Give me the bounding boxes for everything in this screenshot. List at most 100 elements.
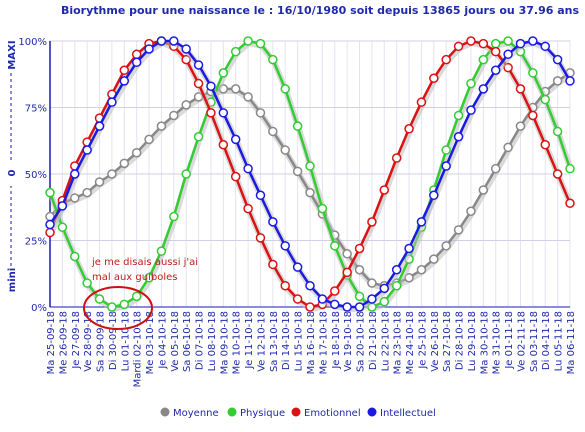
data-point: [342, 249, 352, 259]
data-point: [466, 206, 476, 216]
legend-label: Physique: [240, 408, 285, 419]
x-tick-label: Di 28-10-18: [455, 311, 466, 370]
data-point: [255, 38, 266, 49]
data-point: [131, 49, 142, 60]
data-point: [255, 233, 266, 243]
data-point: [515, 84, 526, 94]
data-point: [391, 265, 402, 275]
data-point: [131, 291, 142, 302]
side-axis-labels: mini 0 MAXI: [7, 40, 18, 292]
data-point: [441, 241, 451, 251]
data-point: [466, 105, 476, 115]
data-point: [453, 225, 464, 235]
data-point: [354, 302, 365, 312]
data-point: [342, 302, 352, 312]
data-point: [70, 251, 80, 262]
data-point: [292, 262, 303, 272]
x-tick-label: Sa 20-10-18: [356, 311, 367, 372]
data-point: [429, 73, 439, 83]
data-point: [280, 280, 290, 291]
data-point: [478, 54, 489, 65]
data-point: [540, 41, 550, 52]
data-point: [515, 121, 526, 131]
data-point: [70, 193, 80, 203]
legend-label: Intellectuel: [380, 408, 436, 419]
data-point: [404, 124, 414, 134]
x-tick-label: Me 17-10-18: [318, 311, 329, 374]
data-point: [218, 68, 229, 78]
data-point: [280, 145, 290, 155]
x-tick-label: Lu 01-10-18: [120, 311, 131, 371]
data-point: [330, 241, 340, 251]
legend-item-physique: Physique: [227, 407, 285, 419]
data-point: [119, 158, 130, 169]
data-point: [354, 265, 365, 275]
legend-swatch: [227, 407, 237, 417]
series-intellectuel: [45, 36, 575, 312]
data-point: [131, 57, 142, 68]
legend-label: Emotionnel: [304, 408, 361, 419]
data-point: [193, 60, 204, 70]
data-point: [107, 302, 117, 312]
y-tick-label: 25%: [25, 237, 47, 248]
data-point: [70, 169, 80, 179]
data-point: [441, 54, 451, 65]
x-tick-label: Ve 12-10-18: [256, 311, 267, 372]
data-point: [255, 108, 266, 118]
series-physique: [45, 36, 575, 312]
data-point: [230, 134, 241, 145]
annotation-line-1: je me disais aussi j'ai: [91, 257, 198, 268]
data-point: [156, 36, 167, 46]
data-point: [119, 299, 130, 310]
x-tick-label: Ma 09-10-18: [219, 311, 230, 374]
x-tick-label: Me 26-09-18: [58, 311, 69, 374]
data-point: [45, 227, 55, 238]
data-point: [57, 201, 68, 211]
data-point: [330, 299, 340, 310]
data-point: [552, 126, 563, 137]
x-tick-label: Lu 29-10-18: [467, 311, 478, 371]
x-tick-label: Di 30-09-18: [108, 311, 119, 370]
x-tick-label: Di 14-10-18: [281, 311, 292, 370]
x-tick-label: Lu 15-10-18: [294, 311, 305, 371]
x-tick-label: Ma 25-09-18: [46, 311, 57, 374]
x-tick-label: Lu 22-10-18: [380, 311, 391, 371]
data-point: [330, 286, 340, 296]
annotation-line-2: mal aux guiboles: [92, 272, 177, 283]
data-point: [82, 278, 92, 288]
x-axis-ticks: Ma 25-09-18 Me 26-09-18 Je 27-09-18 Ve 28-0…: [46, 311, 577, 387]
data-point: [515, 38, 526, 49]
y-axis-ticks: 0% 25% 50% 75% 100%: [18, 37, 47, 314]
data-point: [119, 76, 130, 86]
data-point: [268, 126, 278, 137]
data-point: [268, 259, 278, 270]
x-tick-label: Di 07-10-18: [195, 311, 206, 370]
x-tick-label: Sa 03-11-18: [529, 311, 540, 372]
x-tick-label: Ma 23-10-18: [393, 311, 404, 374]
data-point: [503, 36, 513, 46]
side-label: 0: [7, 169, 18, 176]
x-tick-label: Ve 19-10-18: [343, 311, 354, 372]
data-point: [367, 294, 377, 304]
data-point: [45, 219, 55, 230]
data-point: [453, 110, 464, 121]
x-tick-label: Je 18-10-18: [331, 311, 342, 370]
x-tick-label: Je 25-10-18: [417, 311, 428, 370]
data-point: [528, 110, 538, 121]
data-point: [156, 121, 167, 131]
data-point: [342, 267, 352, 278]
data-point: [268, 217, 278, 227]
data-point: [144, 44, 154, 54]
x-tick-label: Lu 05-11-18: [554, 311, 565, 371]
data-point: [94, 294, 105, 304]
data-point: [466, 36, 476, 46]
data-point: [144, 272, 154, 283]
y-tick-label: 75%: [25, 104, 47, 115]
x-tick-label: Lu 08-10-18: [207, 311, 218, 371]
data-point: [292, 121, 303, 131]
data-point: [255, 190, 266, 201]
data-point: [429, 190, 439, 201]
data-point: [441, 145, 451, 155]
x-tick-label: Me 24-10-18: [405, 311, 416, 374]
data-point: [243, 203, 253, 214]
